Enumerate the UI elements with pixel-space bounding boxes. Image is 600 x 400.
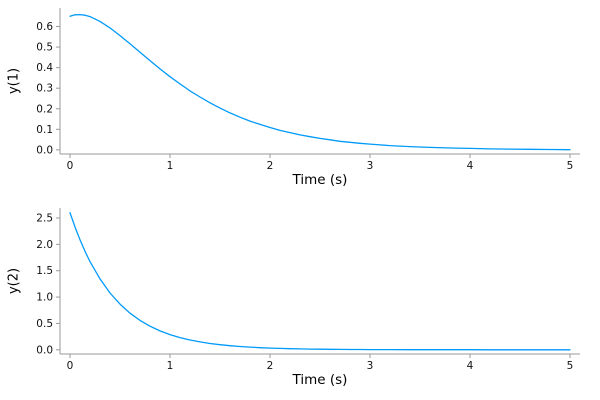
y1-plot-svg: 0 1 2 3 4 5 0.0 0.1 0.2 0.3 0.4 0.5 0.6 [36, 8, 580, 172]
y-tick-label: 0.5 [36, 42, 53, 54]
y-tick-label: 0.0 [36, 144, 53, 156]
y-tick-label: 0.0 [36, 344, 53, 356]
y-tick-label: 1.5 [36, 265, 53, 277]
series-line [69, 13, 571, 151]
x-tick-label: 5 [567, 160, 574, 172]
y-tick-label: 0.1 [36, 124, 53, 136]
chart-panel-y1: 0 1 2 3 4 5 0.0 0.1 0.2 0.3 0.4 0.5 0.6 y(1) Time (s… [6, 8, 580, 188]
y-tick-label: 1.0 [36, 292, 53, 304]
y-tick-label: 2.0 [36, 239, 53, 251]
x-tick-label: 0 [67, 160, 74, 172]
y-tick-label: 2.5 [36, 213, 53, 225]
y-tick-label: 0.3 [36, 83, 53, 95]
x-tick-label: 0 [67, 360, 74, 372]
y2-x-axis-label: Time (s) [292, 372, 348, 388]
y2-y-axis-label: y(2) [6, 267, 22, 295]
x-tick-label: 4 [467, 360, 474, 372]
x-tick-label: 1 [167, 360, 174, 372]
series-line [69, 212, 571, 351]
y1-x-axis-label: Time (s) [292, 172, 348, 188]
x-tick-label: 5 [567, 360, 574, 372]
x-tick-label: 4 [467, 160, 474, 172]
x-tick-label: 3 [367, 360, 374, 372]
x-tick-label: 2 [267, 160, 274, 172]
x-tick-label: 1 [167, 160, 174, 172]
y-tick-label: 0.5 [36, 318, 53, 330]
y2-plot-svg: 0 1 2 3 4 5 0.0 0.5 1.0 1.5 2.0 2.5 [36, 208, 580, 372]
y1-y-axis-label: y(1) [6, 67, 22, 95]
y-tick-label: 0.4 [36, 62, 53, 74]
y-tick-label: 0.6 [36, 21, 53, 33]
x-tick-label: 3 [367, 160, 374, 172]
chart-panel-y2: 0 1 2 3 4 5 0.0 0.5 1.0 1.5 2.0 2.5 y(2) Time (s) [0, 200, 600, 400]
x-tick-label: 2 [267, 360, 274, 372]
y-tick-label: 0.2 [36, 103, 53, 115]
